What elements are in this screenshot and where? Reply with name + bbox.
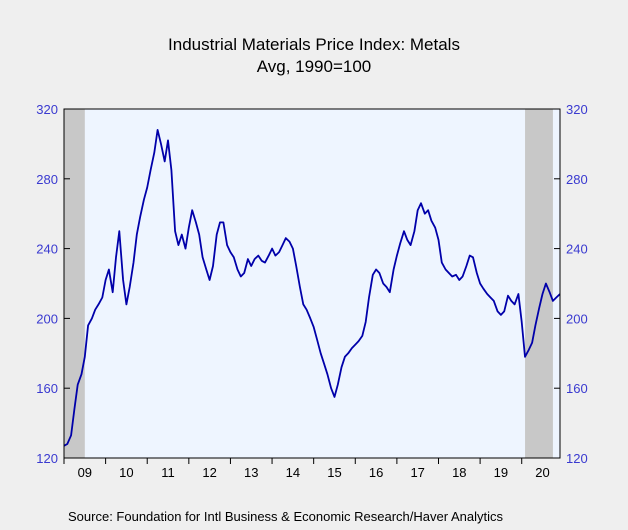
x-tick-label: 12: [202, 465, 216, 480]
recession-band-1: [525, 109, 553, 458]
chart-subtitle: Avg, 1990=100: [257, 57, 372, 76]
y-tick-label-left: 280: [36, 172, 58, 187]
x-tick-label: 16: [369, 465, 383, 480]
y-tick-label-right: 320: [566, 102, 588, 117]
x-tick-label: 09: [78, 465, 92, 480]
y-tick-label-left: 120: [36, 451, 58, 466]
x-tick-label: 15: [327, 465, 341, 480]
y-tick-label-right: 160: [566, 381, 588, 396]
plot-area: [64, 109, 560, 458]
source-note: Source: Foundation for Intl Business & E…: [68, 509, 503, 524]
x-tick-label: 17: [410, 465, 424, 480]
y-tick-label-left: 200: [36, 311, 58, 326]
y-axis: 120 120 160 160 200 200 240 240 280 280 320 320: [36, 102, 587, 466]
x-tick-label: 13: [244, 465, 258, 480]
y-tick-label-right: 240: [566, 242, 588, 257]
x-tick-label: 14: [286, 465, 300, 480]
y-tick-label-left: 240: [36, 242, 58, 257]
x-tick-label: 19: [494, 465, 508, 480]
y-tick-label-right: 280: [566, 172, 588, 187]
y-tick-label-left: 320: [36, 102, 58, 117]
x-tick-label: 20: [535, 465, 549, 480]
y-tick-label-right: 200: [566, 311, 588, 326]
recession-shading: [64, 109, 553, 458]
chart-title: Industrial Materials Price Index: Metals: [168, 35, 460, 54]
x-tick-label: 10: [119, 465, 133, 480]
x-tick-label: 11: [161, 465, 175, 480]
plot-frame: [63, 108, 561, 459]
y-tick-label-left: 160: [36, 381, 58, 396]
y-tick-label-right: 120: [566, 451, 588, 466]
metals-index-line: [63, 129, 561, 447]
x-axis: 09 10 11 12 13 14 15 16 17 18 19 20: [63, 458, 550, 480]
recession-band-0: [64, 109, 85, 458]
x-tick-label: 18: [452, 465, 466, 480]
